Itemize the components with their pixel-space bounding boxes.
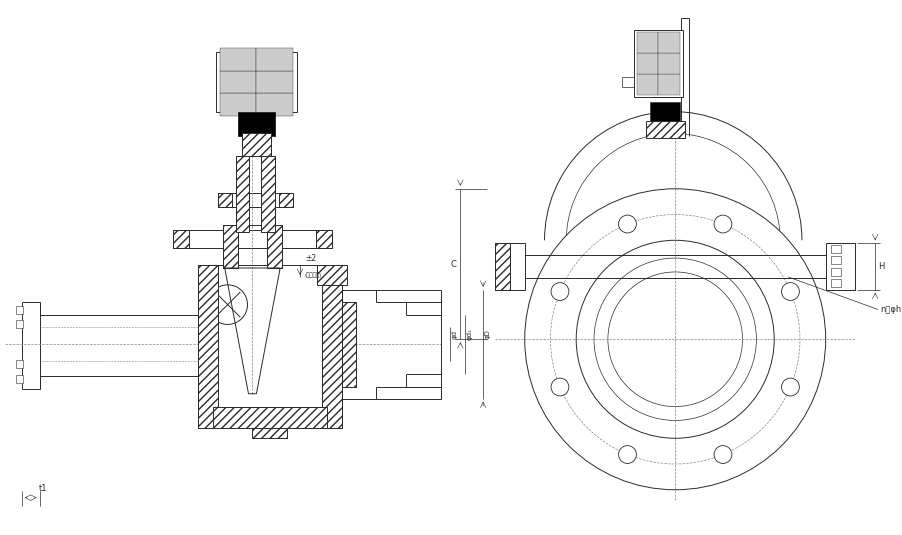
Bar	[495, 243, 525, 290]
Bar	[16, 320, 23, 328]
Bar	[495, 243, 510, 290]
Bar	[637, 53, 658, 74]
Circle shape	[551, 282, 569, 301]
Bar	[831, 256, 841, 264]
Bar	[646, 121, 686, 139]
Bar	[280, 193, 293, 207]
Circle shape	[608, 272, 742, 407]
Bar	[242, 133, 272, 156]
Bar	[220, 93, 256, 116]
Text: H: H	[879, 262, 885, 271]
Bar	[831, 268, 841, 276]
Bar	[262, 156, 275, 232]
Text: φd: φd	[452, 330, 457, 339]
Bar	[658, 74, 680, 95]
Circle shape	[207, 285, 247, 324]
Bar	[637, 74, 658, 95]
Circle shape	[781, 282, 799, 301]
Bar	[831, 279, 841, 287]
Text: φd₁: φd₁	[466, 328, 473, 340]
Text: (범위치수): (범위치수)	[305, 272, 322, 278]
Bar	[497, 279, 507, 287]
Circle shape	[576, 240, 774, 438]
Bar	[317, 265, 346, 285]
Bar	[198, 265, 342, 429]
Bar	[316, 231, 332, 248]
Circle shape	[714, 215, 732, 233]
Bar	[267, 225, 282, 268]
Bar	[497, 268, 507, 276]
Bar	[220, 197, 231, 205]
Text: C: C	[450, 259, 456, 269]
Bar	[637, 32, 658, 53]
Bar	[217, 193, 232, 207]
Circle shape	[594, 258, 757, 421]
Bar	[497, 256, 507, 264]
Bar	[16, 360, 23, 368]
Text: φD: φD	[484, 330, 490, 339]
Bar	[342, 302, 356, 387]
Bar	[173, 231, 189, 248]
Bar	[220, 48, 256, 71]
Bar	[658, 32, 680, 53]
Circle shape	[619, 215, 637, 233]
Circle shape	[781, 378, 799, 396]
Bar	[16, 375, 23, 383]
Circle shape	[525, 189, 825, 490]
Bar	[658, 53, 680, 74]
Circle shape	[551, 378, 569, 396]
Bar	[256, 93, 293, 116]
Bar	[216, 52, 297, 112]
Text: n－φh: n－φh	[880, 305, 901, 314]
Bar	[253, 429, 287, 438]
Bar	[235, 156, 250, 232]
Circle shape	[714, 446, 732, 463]
Bar	[217, 193, 293, 207]
Circle shape	[619, 446, 637, 463]
Bar	[280, 197, 290, 205]
Bar	[173, 231, 332, 248]
Bar	[831, 245, 841, 253]
Bar	[318, 231, 330, 240]
Bar	[16, 305, 23, 314]
Bar	[213, 407, 327, 429]
Bar	[497, 245, 507, 253]
Bar	[256, 71, 293, 93]
Bar	[213, 407, 327, 429]
Bar	[322, 265, 342, 429]
Bar	[256, 48, 293, 71]
Circle shape	[550, 215, 800, 464]
Text: ±2: ±2	[305, 254, 316, 263]
Bar	[237, 112, 275, 136]
Text: t1: t1	[39, 484, 47, 493]
Bar	[220, 71, 256, 93]
Bar	[650, 102, 680, 121]
Bar	[633, 30, 683, 97]
Bar	[175, 231, 187, 240]
Bar	[242, 133, 272, 156]
Bar	[825, 243, 855, 290]
Bar	[223, 225, 237, 268]
Bar	[198, 265, 217, 429]
